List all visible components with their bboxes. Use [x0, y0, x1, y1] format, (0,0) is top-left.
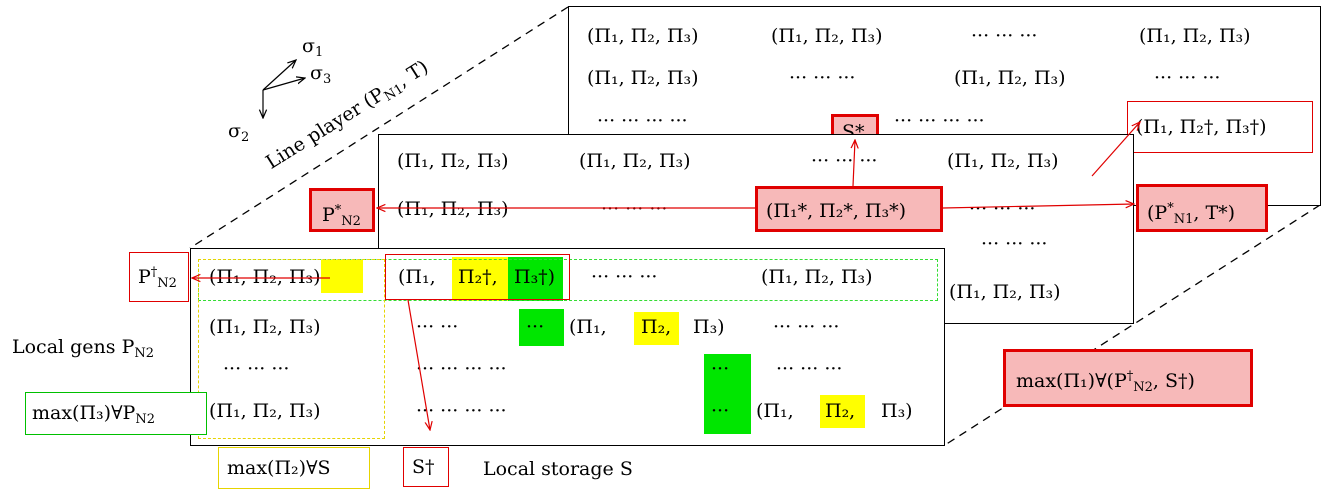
max-pi2-box: max(Π₂)∀S: [218, 447, 370, 489]
tuple: (Π₁, Π₂, Π₃): [397, 150, 509, 172]
sigma2-main: σ: [228, 120, 241, 142]
local-gens-sub: N2: [134, 346, 155, 361]
tuple: (Π₁, Π₂, Π₃): [949, 281, 1061, 303]
p-n1-star-t-tail: , T*): [1193, 202, 1236, 224]
p-n2-star-sub: N2: [341, 214, 361, 229]
local-storage-text: Local storage S: [483, 458, 633, 480]
dots: ··· ···: [416, 316, 459, 338]
pi2-dagger: Π₂†,: [458, 266, 498, 288]
max-pi1-sub: N2: [1133, 380, 1153, 395]
local-storage-label: Local storage S: [483, 458, 633, 480]
pi2: Π₂,: [825, 400, 856, 422]
dots: ··· ··· ···: [981, 233, 1048, 255]
green-highlight: [519, 309, 564, 346]
tuple-close: Π₃): [693, 316, 725, 338]
dots: ··· ··· ··· ···: [416, 358, 507, 380]
sigma3-sub: 3: [322, 72, 332, 87]
dots: ···: [711, 358, 730, 380]
arrow-to-s-dagger: [407, 299, 430, 430]
sigma1-sub: 1: [314, 45, 324, 60]
dots: ··· ··· ···: [601, 198, 668, 220]
pi3-dagger: Π₃†): [514, 266, 556, 288]
p-n2-dagger-main: P: [138, 266, 151, 288]
dots: ··· ··· ···: [773, 316, 840, 338]
arrow-to-p-n1-star: [942, 204, 1134, 209]
dots: ··· ··· ···: [1154, 67, 1221, 89]
max-pi1-box: max(Π₁)∀(P†N2, S†): [1003, 349, 1253, 407]
sigma3-arrow: [262, 78, 305, 91]
max-pi3-sub: N2: [135, 412, 155, 427]
dots: ···: [711, 400, 730, 422]
yellow-dashed-column: [198, 259, 385, 439]
arrow-to-s-star: [853, 140, 855, 187]
dagger-tuple-box: (Π₁, Π₂†, Π₃†): [1127, 101, 1313, 153]
dots: ··· ··· ···: [969, 198, 1036, 220]
sigma2-sub: 2: [240, 130, 250, 145]
sigma1-main: σ: [302, 35, 315, 57]
tuple-open: (Π₁,: [756, 400, 794, 422]
max-pi1-tail: , S†): [1152, 370, 1195, 392]
dagger-tuple-front-box: [385, 254, 570, 300]
yellow-highlight: [820, 395, 865, 428]
front-panel: (Π₁, Π₂, Π₃) (Π₁, Π₂†, Π₃†) ··· ··· ··· …: [190, 248, 945, 446]
p-n2-star-box: P*N2: [309, 188, 375, 232]
tuple: (Π₁, Π₂, Π₃): [954, 67, 1066, 89]
sigma1-label: σ1: [302, 35, 323, 60]
max-pi1-main: max(Π₁)∀(P: [1016, 370, 1127, 392]
s-dagger-box: S†: [403, 447, 449, 487]
tuple: (Π₁, Π₂, Π₃): [947, 150, 1059, 172]
dots: ··· ··· ···: [811, 150, 878, 172]
yellow-highlight: [634, 312, 679, 345]
p-n1-star-t-sub: N1: [1173, 212, 1194, 227]
dots: ··· ··· ···: [223, 358, 290, 380]
dots: ··· ··· ··· ···: [597, 110, 688, 132]
sigma2-label: σ2: [228, 120, 249, 145]
p-n2-dagger-sub: N2: [157, 276, 177, 291]
star-tuple-label: (Π₁*, Π₂*, Π₃*): [766, 200, 907, 222]
star-tuple-box: (Π₁*, Π₂*, Π₃*): [755, 186, 943, 232]
tuple-close: Π₃): [881, 400, 913, 422]
p-n1-star-t-main: (P: [1147, 202, 1168, 224]
local-gens-main: Local gens P: [12, 336, 135, 358]
dots: ··· ··· ···: [591, 266, 658, 288]
tuple: (Π₁, Π₂, Π₃): [209, 400, 321, 422]
dots: ··· ··· ···: [971, 25, 1038, 47]
tuple: (Π₁, Π₂, Π₃): [579, 150, 691, 172]
sigma3-main: σ: [310, 62, 323, 84]
tuple-open: (Π₁,: [398, 266, 436, 288]
max-pi3-main: max(Π₃)∀P: [32, 402, 136, 424]
p-n1-star-t-box: (P*N1, T*): [1136, 184, 1268, 232]
s-dagger-label: S†: [412, 456, 435, 478]
tuple: (Π₁, Π₂, Π₃): [397, 198, 509, 220]
tuple: (Π₁, Π₂, Π₃): [209, 316, 321, 338]
p-n2-dagger-box: P†N2: [129, 252, 189, 302]
sigma1-arrow: [262, 60, 296, 91]
dots: ··· ··· ···: [789, 67, 856, 89]
sigma3-label: σ3: [310, 62, 331, 87]
p-n2-star-main: P: [322, 204, 335, 226]
tuple: (Π₁, Π₂, Π₃): [209, 266, 321, 288]
arrow-to-dagger-tuple: [1091, 122, 1140, 177]
local-gens-label: Local gens PN2: [12, 336, 154, 361]
tuple-open: (Π₁,: [569, 316, 607, 338]
dots: ··· ··· ···: [776, 358, 843, 380]
yellow-highlight: [321, 260, 363, 293]
max-pi3-box: max(Π₃)∀PN2: [25, 392, 207, 435]
green-highlight: [508, 257, 563, 301]
dots: ··· ··· ··· ···: [894, 110, 985, 132]
dots: ··· ··· ··· ···: [416, 400, 507, 422]
tuple: (Π₁, Π₂, Π₃): [771, 25, 883, 47]
green-highlight: [704, 354, 751, 434]
tuple: (Π₁, Π₂, Π₃): [587, 67, 699, 89]
pi2: Π₂,: [641, 316, 672, 338]
yellow-highlight: [452, 257, 508, 301]
max-pi2-label: max(Π₂)∀S: [227, 457, 331, 479]
dots: ···: [526, 316, 545, 338]
tuple: (Π₁, Π₂, Π₃): [761, 266, 873, 288]
tuple: (Π₁, Π₂, Π₃): [1139, 25, 1251, 47]
tuple: (Π₁, Π₂, Π₃): [587, 25, 699, 47]
dagger-tuple-label: (Π₁, Π₂†, Π₃†): [1136, 116, 1267, 138]
